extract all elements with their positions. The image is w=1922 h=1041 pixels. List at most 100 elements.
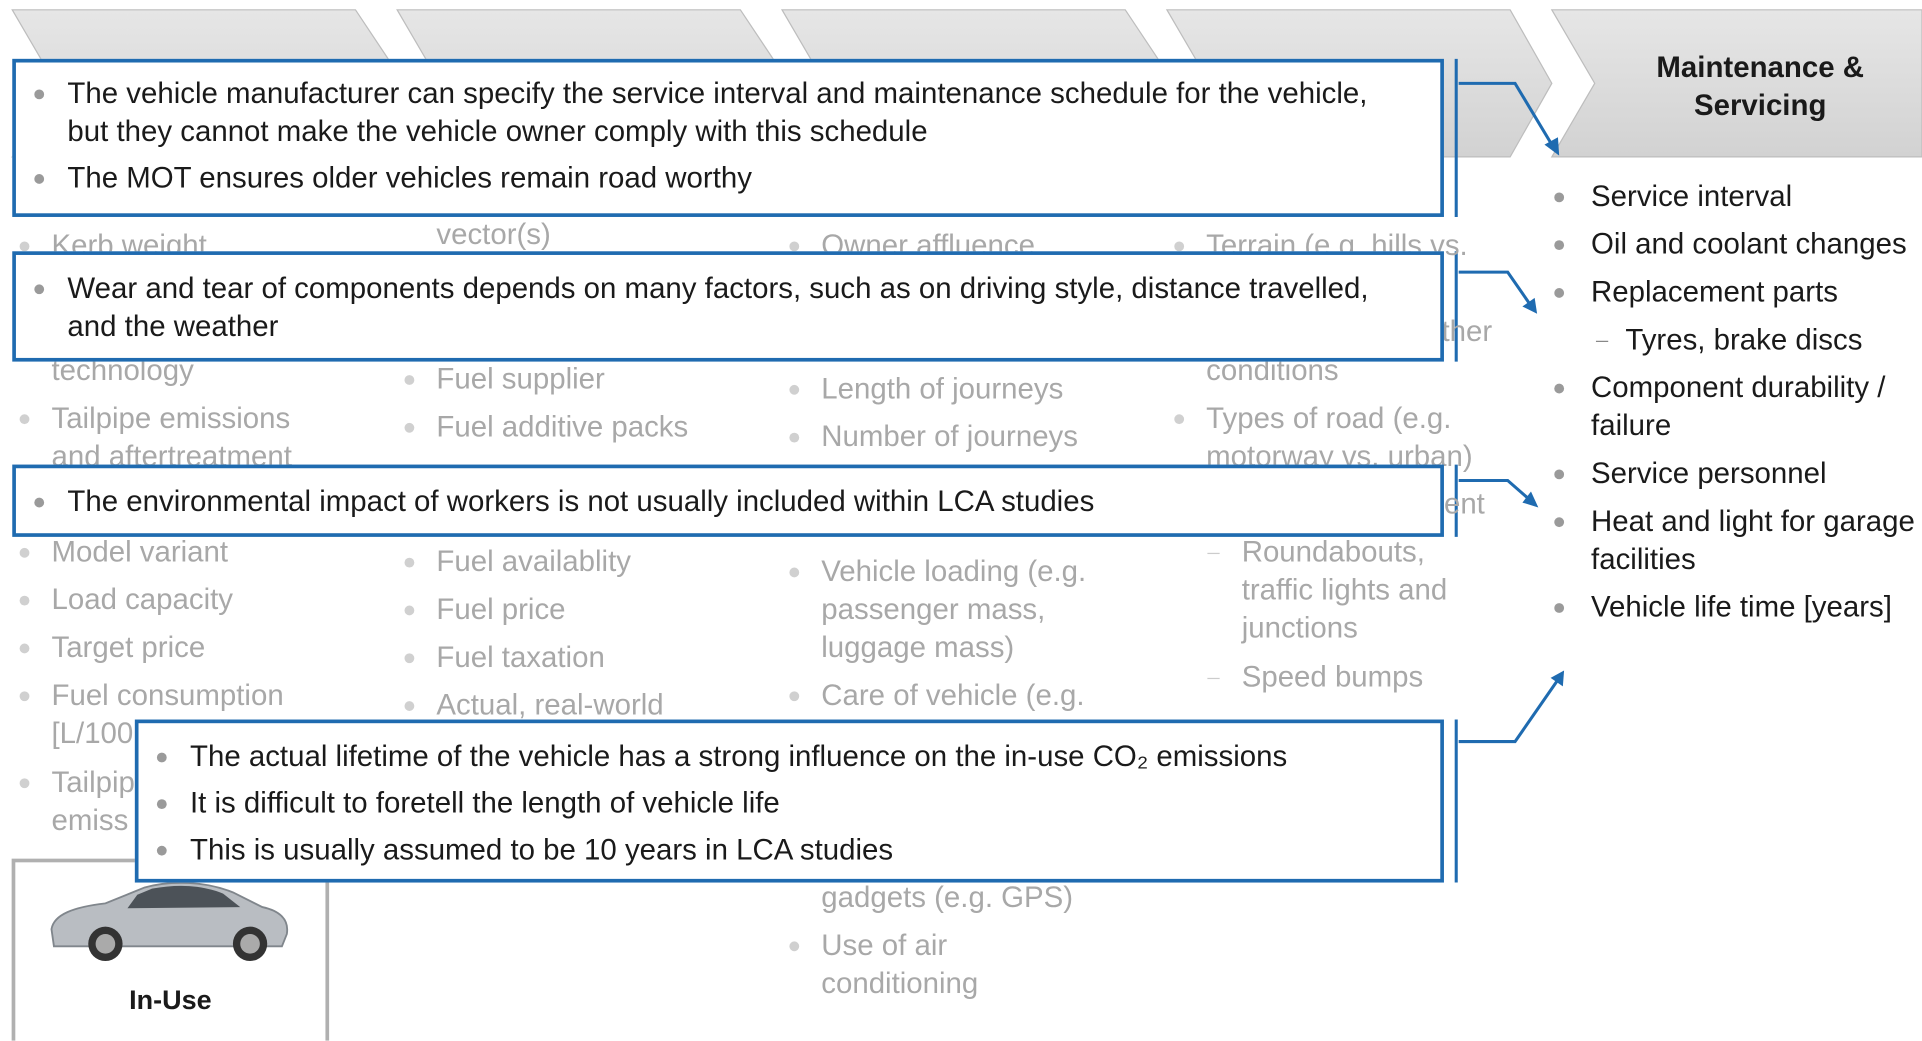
faded-line: Number of journeys bbox=[821, 417, 1078, 455]
callout-bullet: Wear and tear of components depends on m… bbox=[16, 270, 1391, 346]
arrow bbox=[1459, 272, 1530, 304]
bullet bbox=[34, 89, 44, 99]
faded-line: Load capacity bbox=[51, 580, 233, 618]
bullet bbox=[405, 422, 415, 432]
faded-item: Fuel price bbox=[436, 590, 565, 628]
callout-bullet: It is difficult to foretell the length o… bbox=[139, 784, 1392, 822]
faded-line: gadgets (e.g. GPS) bbox=[821, 878, 1073, 916]
stage-item: Heat and light for garage facilities bbox=[1552, 503, 1920, 579]
bullet bbox=[405, 605, 415, 615]
faded-item: Speed bumps bbox=[1242, 658, 1424, 696]
faded-item: Actual, real-world bbox=[436, 686, 663, 724]
faded-line: Care of vehicle (e.g. bbox=[821, 676, 1084, 714]
faded-item: Fuel taxation bbox=[436, 638, 604, 676]
bullet bbox=[789, 241, 799, 251]
bullet bbox=[157, 799, 167, 809]
item-text: Replacement parts bbox=[1591, 276, 1838, 309]
bullet bbox=[1554, 288, 1564, 298]
bullet bbox=[789, 432, 799, 442]
bullet bbox=[405, 653, 415, 663]
in-use-label: In-Use bbox=[12, 984, 328, 1016]
arrowhead bbox=[1544, 137, 1559, 155]
bullet bbox=[789, 691, 799, 701]
bullet bbox=[1554, 384, 1564, 394]
faded-item: Fuel additive packs bbox=[436, 408, 688, 446]
callout-text: This is usually assumed to be 10 years i… bbox=[190, 834, 893, 867]
item-text: Service interval bbox=[1591, 180, 1792, 213]
bullet bbox=[789, 384, 799, 394]
arrowhead bbox=[1522, 298, 1537, 314]
faded-line: Fuel supplier bbox=[436, 360, 604, 398]
callout-text: The environmental impact of workers is n… bbox=[67, 485, 1094, 518]
callout-text: Wear and tear of components depends on m… bbox=[67, 272, 1368, 343]
bullet bbox=[34, 174, 44, 184]
stage-item: Service personnel bbox=[1552, 455, 1920, 493]
faded-item: Roundabouts,traffic lights andjunctions bbox=[1242, 533, 1448, 647]
callout-text: It is difficult to foretell the length o… bbox=[190, 787, 780, 820]
faded-item: Tailpipemiss bbox=[51, 763, 134, 839]
bullet bbox=[157, 753, 167, 763]
faded-item: Fuel availablity bbox=[436, 542, 631, 580]
bullet bbox=[1554, 603, 1564, 613]
arrow bbox=[1459, 682, 1557, 742]
faded-line: vector(s) bbox=[436, 215, 550, 253]
callout-bullet: The MOT ensures older vehicles remain ro… bbox=[16, 159, 1391, 197]
bullet bbox=[405, 701, 415, 711]
bullet bbox=[405, 557, 415, 567]
faded-line: Fuel additive packs bbox=[436, 408, 688, 446]
faded-line: ent bbox=[1444, 485, 1485, 523]
faded-line: emiss bbox=[51, 801, 134, 839]
sub-item: Tyres, brake discs bbox=[1591, 321, 1920, 359]
faded-line: Use of air bbox=[821, 926, 978, 964]
faded-item: Number of journeys bbox=[821, 417, 1078, 455]
faded-line: Fuel availablity bbox=[436, 542, 631, 580]
callout-box: The actual lifetime of the vehicle has a… bbox=[135, 720, 1444, 883]
callout-bullet: The vehicle manufacturer can specify the… bbox=[16, 75, 1391, 151]
bullet bbox=[789, 567, 799, 577]
faded-line: Tailpipe emissions bbox=[51, 399, 291, 437]
callout-bullet: The actual lifetime of the vehicle has a… bbox=[139, 738, 1392, 776]
dash bbox=[1207, 552, 1219, 553]
bullet bbox=[34, 498, 44, 508]
page: Kerb weighttechnologyTailpipe emissionsa… bbox=[0, 0, 1922, 1041]
bullet bbox=[20, 691, 30, 701]
faded-item: vector(s) bbox=[436, 215, 550, 253]
bullet bbox=[1554, 517, 1564, 527]
faded-line: Target price bbox=[51, 628, 205, 666]
faded-line: ther bbox=[1442, 312, 1493, 350]
stage-items: Service interval Oil and coolant changes R… bbox=[1552, 178, 1920, 636]
faded-line: luggage mass) bbox=[821, 628, 1086, 666]
bullet bbox=[20, 778, 30, 788]
bullet bbox=[789, 941, 799, 951]
item-text: Service personnel bbox=[1591, 457, 1826, 490]
faded-item: Length of journeys bbox=[821, 370, 1063, 408]
bullet bbox=[1554, 192, 1564, 202]
bullet bbox=[20, 414, 30, 424]
item-text: Oil and coolant changes bbox=[1591, 228, 1907, 261]
callout-bullet: This is usually assumed to be 10 years i… bbox=[139, 831, 1392, 869]
callout-box: The vehicle manufacturer can specify the… bbox=[12, 59, 1444, 217]
item-text: Heat and light for garage facilities bbox=[1591, 505, 1915, 576]
stage-item: Vehicle life time [years] bbox=[1552, 588, 1920, 626]
bullet bbox=[405, 374, 415, 384]
bullet bbox=[1174, 414, 1184, 424]
bullet bbox=[20, 547, 30, 557]
stage-item: Service interval bbox=[1552, 178, 1920, 216]
faded-line: Tailpip bbox=[51, 763, 134, 801]
bullet bbox=[34, 284, 44, 294]
faded-line: Actual, real-world bbox=[436, 686, 663, 724]
faded-line: Fuel price bbox=[436, 590, 565, 628]
faded-line: traffic lights and bbox=[1242, 571, 1448, 609]
stage-item: Component durability / failure bbox=[1552, 369, 1920, 445]
slide: Kerb weighttechnologyTailpipe emissionsa… bbox=[0, 0, 1922, 1041]
faded-item: ther bbox=[1442, 312, 1493, 350]
faded-line: Length of journeys bbox=[821, 370, 1063, 408]
faded-item: Model variant bbox=[51, 533, 228, 571]
bullet bbox=[20, 595, 30, 605]
faded-item: ent bbox=[1444, 485, 1485, 523]
faded-line: Fuel consumption bbox=[51, 676, 283, 714]
item-text: Vehicle life time [years] bbox=[1591, 591, 1892, 624]
bullet bbox=[1554, 240, 1564, 250]
item-text: Component durability / failure bbox=[1591, 371, 1885, 442]
faded-item: Vehicle loading (e.g.passenger mass,lugg… bbox=[821, 552, 1086, 666]
